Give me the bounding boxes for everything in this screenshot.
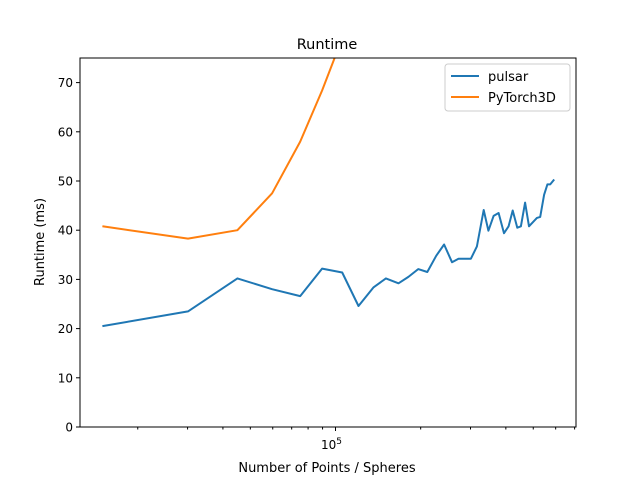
- legend-label-pytorch3d: PyTorch3D: [488, 91, 556, 106]
- legend: pulsar PyTorch3D: [444, 63, 571, 112]
- x-tick-label: 105: [321, 437, 342, 452]
- x-axis-label: Number of Points / Spheres: [238, 461, 416, 476]
- y-tick-label: 70: [58, 76, 73, 90]
- y-tick-label: 20: [58, 322, 73, 336]
- plot-frame: [79, 57, 577, 428]
- y-tick-label: 0: [65, 421, 73, 435]
- y-tick-label: 40: [58, 224, 73, 238]
- y-tick-label: 10: [58, 371, 73, 385]
- y-axis-label: Runtime (ms): [33, 198, 48, 286]
- chart-title: Runtime: [297, 37, 358, 53]
- y-tick-label: 50: [58, 175, 73, 189]
- series-line-pulsar: [102, 178, 555, 328]
- y-tick-label: 30: [58, 273, 73, 287]
- y-tick-label: 60: [58, 125, 73, 139]
- legend-label-pulsar: pulsar: [488, 70, 529, 85]
- series-line-pytorch3d: [102, 58, 336, 240]
